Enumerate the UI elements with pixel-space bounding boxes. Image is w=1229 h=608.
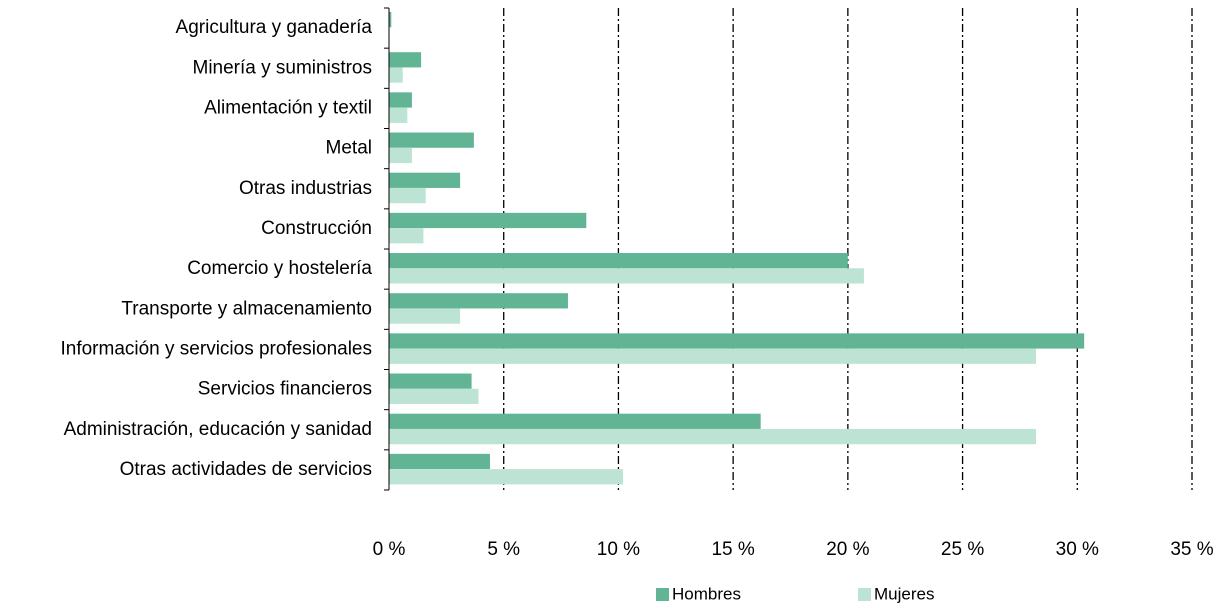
bar [389,388,479,405]
x-tick-label: 5 % [487,539,520,560]
y-tick-label: Servicios financieros [198,379,372,400]
legend-label: Hombres [672,584,741,603]
bar [389,52,422,68]
legend-swatch [656,588,669,601]
bar [389,373,472,389]
bar [389,268,864,284]
x-tick-label: 10 % [597,539,640,560]
bar [389,413,761,429]
bar [389,212,587,229]
bar [389,107,408,123]
y-tick-label: Construcción [261,218,372,239]
y-tick-label: Otras industrias [239,178,372,199]
x-tick-label: 30 % [1056,539,1099,560]
y-tick-label: Metal [326,138,372,159]
bar [389,172,461,188]
bar [389,333,1085,349]
bar [389,12,392,28]
bar [389,67,403,83]
bar [389,293,568,309]
bar [389,253,848,269]
y-tick-label: Minería y suministros [193,57,373,78]
x-tick-label: 20 % [826,539,869,560]
bar [389,147,412,164]
bar [389,469,624,485]
bar [389,453,490,470]
bar [389,428,1036,445]
y-tick-label: Comercio y hostelería [187,258,372,279]
bar [389,92,412,108]
y-tick-label: Administración, educación y sanidad [64,419,372,440]
legend-swatch [858,588,871,601]
bar [389,308,461,324]
y-tick-label: Agricultura y ganadería [176,17,373,38]
x-tick-label: 35 % [1170,539,1213,560]
bar [389,132,474,148]
x-tick-label: 25 % [941,539,984,560]
x-tick-label: 15 % [711,539,754,560]
x-tick-label: 0 % [373,539,406,560]
y-tick-label: Otras actividades de servicios [120,459,372,480]
y-tick-label: Alimentación y textil [204,97,372,118]
bar [389,228,424,244]
y-tick-label: Información y servicios profesionales [60,338,372,359]
y-tick-label: Transporte y almacenamiento [121,298,372,319]
bar [389,187,426,204]
legend: Hombres Mujeres [656,584,934,603]
legend-label: Mujeres [874,584,934,603]
bar [389,348,1036,364]
